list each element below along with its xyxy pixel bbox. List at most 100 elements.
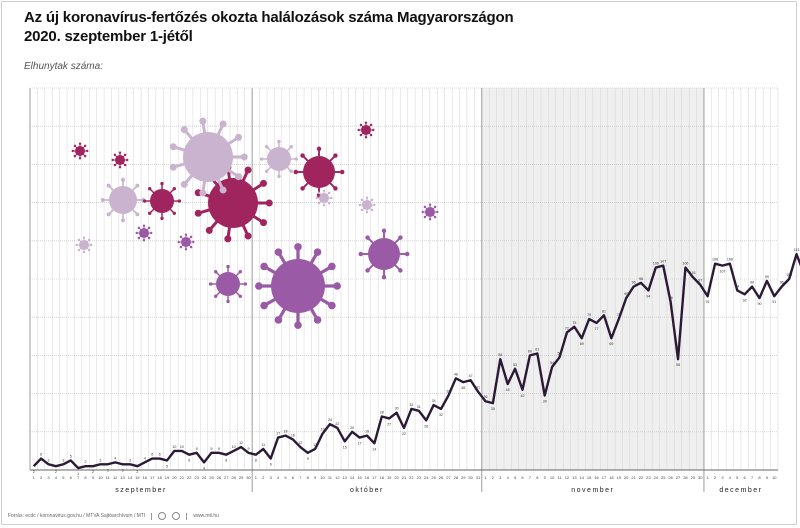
virus-spike-tip [71, 149, 74, 153]
x-tick-label: 4 [507, 475, 510, 480]
virus-spike-tip [75, 243, 78, 247]
virus-spike-tip [219, 186, 227, 194]
virus-spike-tip [260, 262, 268, 271]
virus-spike-tip [82, 236, 86, 239]
data-label: 6 [151, 453, 153, 457]
virus-spike-tip [404, 251, 410, 257]
virus-spike-tip [328, 262, 336, 271]
virus-icon [358, 228, 410, 280]
virus-body [368, 238, 400, 270]
data-label: 77 [595, 327, 599, 331]
virus-spike-tip [179, 245, 183, 249]
data-label: 39 [543, 400, 547, 404]
data-label: 107 [719, 270, 725, 274]
data-label: 3 [129, 458, 131, 462]
data-label: 91 [772, 300, 776, 304]
data-label: 36 [483, 395, 487, 399]
virus-body [319, 193, 329, 203]
data-label: 10 [232, 445, 236, 449]
virus-spike-tip [208, 282, 213, 286]
x-tick-label: 13 [343, 475, 348, 480]
data-label: 3 [62, 458, 64, 462]
virus-icon [421, 203, 439, 221]
x-tick-label: 25 [431, 475, 436, 480]
virus-spike-tip [78, 157, 82, 160]
virus-spike-tip [274, 316, 283, 324]
x-tick-label: 9 [92, 475, 95, 480]
data-label: 2 [33, 470, 35, 474]
virus-spike-tip [289, 145, 293, 149]
data-label: 60 [528, 349, 532, 353]
data-label: 20 [350, 426, 354, 430]
x-tick-label: 4 [55, 475, 58, 480]
virus-spike-tip [121, 218, 125, 223]
x-tick-label: 3 [270, 475, 273, 480]
data-label: 19 [321, 428, 325, 432]
x-tick-label: 2 [262, 475, 265, 480]
virus-spike-tip [322, 204, 326, 207]
x-tick-label: 12 [113, 475, 118, 480]
x-tick-label: 23 [646, 475, 651, 480]
virus-body [181, 237, 191, 247]
virus-spike-tip [142, 239, 146, 242]
virus-spike-tip [359, 123, 363, 127]
x-tick-label: 5 [284, 475, 287, 480]
x-tick-label: 11 [106, 475, 111, 480]
x-tick-label: 10 [550, 475, 555, 480]
data-label: 39 [446, 390, 450, 394]
x-tick-label: 3 [499, 475, 502, 480]
virus-spike-tip [243, 282, 248, 286]
data-label: 6 [270, 463, 272, 467]
footer-source: Forrás: ecdc / koronavirus.gov.hu / MTVA… [8, 513, 146, 519]
data-label: 31 [417, 405, 421, 409]
virus-body [75, 146, 85, 156]
virus-illustrations [71, 117, 439, 329]
data-label: 99 [765, 275, 769, 279]
virus-spike-tip [327, 201, 331, 205]
virus-spike-tip [180, 126, 188, 134]
chart-title: Az új koronavírus-fertőzés okozta halálo… [24, 8, 724, 46]
x-tick-label: 22 [409, 475, 414, 480]
virus-spike-tip [373, 203, 376, 207]
virus-spike-tip [148, 211, 152, 215]
virus-spike-tip [194, 209, 202, 217]
data-label: 69 [580, 342, 584, 346]
virus-spike-tip [365, 235, 370, 240]
data-label: 10 [172, 445, 176, 449]
x-tick-label: 8 [84, 475, 87, 480]
virus-spike-tip [365, 211, 369, 214]
data-label: 10 [180, 445, 184, 449]
virus-spike-tip [293, 169, 299, 175]
data-label: 79 [587, 313, 591, 317]
data-label: 12 [298, 441, 302, 445]
x-tick-label: 9 [314, 475, 317, 480]
footer-site: www.mti.hu [193, 513, 219, 519]
data-label: 6 [159, 453, 161, 457]
data-label: 106 [682, 262, 688, 266]
data-label: 1 [77, 472, 79, 476]
x-tick-label: 2 [40, 475, 43, 480]
virus-spike-tip [111, 158, 114, 162]
virus-body [109, 186, 137, 214]
x-tick-label: 1 [255, 475, 258, 480]
data-label: 22 [335, 422, 339, 426]
x-tick-label: 4 [277, 475, 280, 480]
x-tick-label: 21 [402, 475, 407, 480]
x-tick-label: 18 [380, 475, 385, 480]
data-label: 96 [780, 281, 784, 285]
data-label: 61 [535, 347, 539, 351]
data-label: 11 [313, 443, 317, 447]
virus-spike-tip [137, 226, 141, 230]
series-line-layer [32, 252, 800, 470]
virus-spike-tip [234, 173, 242, 181]
virus-spike-tip [328, 301, 336, 310]
x-tick-label: 2 [714, 475, 717, 480]
x-tick-label: 5 [62, 475, 65, 480]
virus-spike-tip [179, 235, 183, 239]
x-tick-label: 30 [246, 475, 251, 480]
virus-spike-tip [169, 143, 177, 151]
x-tick-label: 9 [544, 475, 547, 480]
virus-spike-tip [86, 149, 89, 153]
virus-spike-tip [147, 236, 151, 240]
